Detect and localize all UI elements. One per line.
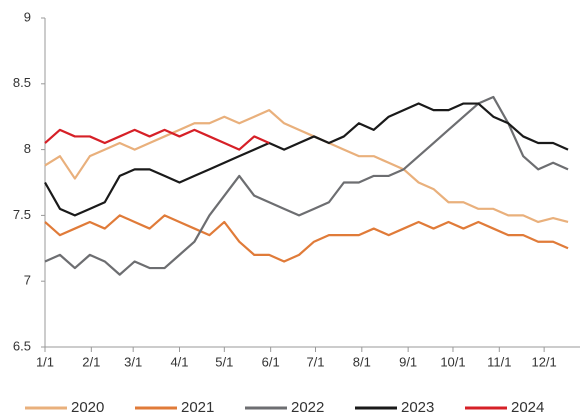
series-line bbox=[44, 109, 569, 224]
series-line bbox=[44, 128, 270, 151]
series-line bbox=[44, 102, 569, 217]
x-tick-label: 10/1 bbox=[440, 354, 465, 369]
x-tick-label: 4/1 bbox=[170, 354, 188, 369]
x-tick-label: 6/1 bbox=[262, 354, 280, 369]
x-tick-label: 11/1 bbox=[487, 354, 511, 369]
legend-label: 2020 bbox=[71, 399, 104, 416]
y-tick-label: 7.5 bbox=[13, 207, 31, 222]
series-line bbox=[44, 95, 569, 276]
x-tick-label: 5/1 bbox=[215, 354, 233, 369]
y-tick-label: 9 bbox=[24, 9, 31, 24]
y-tick-label: 7 bbox=[24, 273, 31, 288]
y-tick-label: 6.5 bbox=[13, 338, 31, 353]
legend-label: 2024 bbox=[511, 399, 544, 416]
x-tick-label: 9/1 bbox=[399, 354, 417, 369]
legend-label: 2023 bbox=[401, 399, 434, 416]
x-tick-label: 3/1 bbox=[124, 354, 142, 369]
x-tick-label: 12/1 bbox=[531, 354, 556, 369]
legend-label: 2021 bbox=[181, 399, 214, 416]
y-tick-label: 8.5 bbox=[13, 75, 31, 90]
x-tick-label: 7/1 bbox=[306, 354, 324, 369]
y-tick-label: 8 bbox=[24, 141, 31, 156]
x-tick-label: 8/1 bbox=[353, 354, 371, 369]
legend-label: 2022 bbox=[291, 399, 324, 416]
series-line bbox=[44, 214, 569, 263]
x-tick-label: 1/1 bbox=[36, 354, 54, 369]
x-tick-label: 2/1 bbox=[82, 354, 100, 369]
